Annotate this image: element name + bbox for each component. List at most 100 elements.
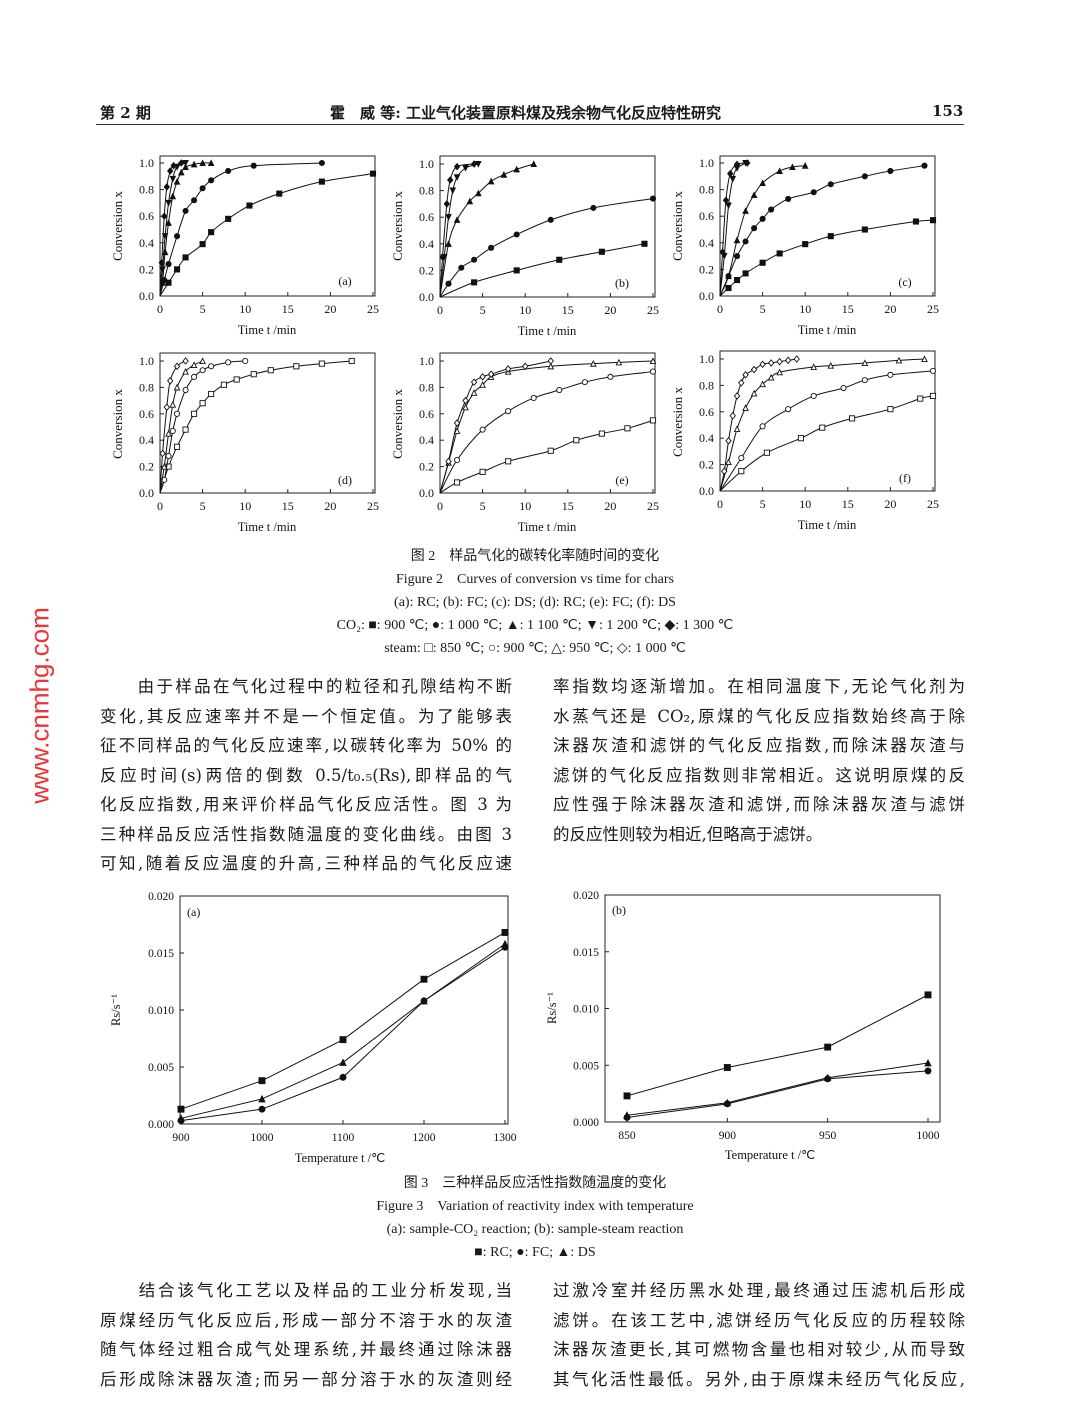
x-axis-label: Time t /min xyxy=(798,323,857,337)
circle-marker xyxy=(471,256,478,263)
diamond-marker xyxy=(159,449,166,458)
y-tick-label: 0.010 xyxy=(148,1005,174,1017)
text-line: 化反应指数,用来评价样品气化反应活性。图 3 为 xyxy=(100,795,512,814)
square-marker xyxy=(759,259,766,266)
x-tick-label: 5 xyxy=(760,302,766,316)
series-2 xyxy=(719,162,809,297)
y-tick-label: 1.0 xyxy=(139,354,154,368)
y-axis-label: Conversion x xyxy=(110,389,125,459)
square-marker xyxy=(624,425,631,432)
circle-marker xyxy=(339,1073,347,1081)
text-line: 率指数均逐渐增加。在相同温度下,无论气化剂为 xyxy=(553,677,965,696)
chart-panel-3: 0 5 10 15 20 25 0.0 0.2 0.4 0.6 0.8 1.0 Time t /min C… xyxy=(110,352,379,534)
y-tick-label: 0.8 xyxy=(699,378,714,392)
y-tick-label: 0.4 xyxy=(139,433,154,447)
y-axis-label: Rs/s⁻¹ xyxy=(545,992,559,1024)
triangle-marker xyxy=(547,362,555,370)
y-tick-label: 0.005 xyxy=(573,1060,599,1072)
diamond-marker xyxy=(733,160,741,169)
square-marker xyxy=(173,266,181,273)
circle-marker xyxy=(488,244,495,251)
square-marker xyxy=(573,437,580,444)
series-0 xyxy=(623,991,932,1100)
diamond-marker xyxy=(738,378,745,387)
square-marker xyxy=(182,426,189,433)
x-tick-label: 10 xyxy=(239,302,251,316)
square-marker xyxy=(318,360,325,367)
panel-label: (b) xyxy=(615,276,629,290)
triangle-marker xyxy=(453,216,461,223)
series-0 xyxy=(439,417,657,494)
triangle-marker xyxy=(733,425,741,433)
triangle-marker xyxy=(339,1058,347,1066)
y-tick-label: 0.6 xyxy=(699,209,714,223)
x-tick-label: 1000 xyxy=(917,1130,940,1142)
series-line xyxy=(439,163,479,298)
diamond-marker xyxy=(173,362,181,371)
plot-frame xyxy=(439,155,656,298)
y-axis-label: Conversion x xyxy=(390,389,405,459)
y-tick-label: 0.2 xyxy=(699,458,714,472)
header-rule xyxy=(96,124,964,125)
circle-marker xyxy=(173,410,181,417)
circle-marker xyxy=(751,225,758,232)
series-2 xyxy=(439,357,657,494)
triangle-marker xyxy=(182,367,189,375)
circle-marker xyxy=(556,386,563,394)
x-tick-label: 10 xyxy=(799,497,811,511)
series-1 xyxy=(177,943,509,1125)
series-4 xyxy=(719,159,751,297)
diamond-marker xyxy=(445,457,452,466)
series-line xyxy=(180,946,506,1122)
circle-marker xyxy=(887,167,894,175)
x-tick-label: 20 xyxy=(324,499,336,513)
circle-marker xyxy=(785,195,792,202)
figure2-caption-en: Figure 2 Curves of conversion vs time fo… xyxy=(396,572,674,587)
square-marker xyxy=(776,250,783,257)
square-marker xyxy=(887,406,894,413)
x-tick-label: 900 xyxy=(172,1132,190,1144)
square-marker xyxy=(501,929,509,936)
series-1 xyxy=(719,162,928,297)
circle-marker xyxy=(505,408,512,415)
y-tick-label: 0.2 xyxy=(699,262,714,276)
triangle-marker xyxy=(823,1073,832,1082)
chart-panel-7: 850 900 950 1000 0.000 0.005 0.010 0.015 0.020 Te… xyxy=(545,890,941,1162)
triangle-marker xyxy=(921,355,928,363)
series-1 xyxy=(439,368,657,494)
diamond-marker xyxy=(170,161,177,170)
x-tick-label: 0 xyxy=(717,497,723,511)
y-tick-label: 0.8 xyxy=(419,380,434,394)
triangle-marker xyxy=(530,160,538,168)
y-tick-label: 0.6 xyxy=(139,209,154,223)
series-0 xyxy=(719,217,937,297)
triangle-marker xyxy=(466,197,474,205)
x-tick-label: 0 xyxy=(717,302,723,316)
square-marker xyxy=(547,447,554,454)
circle-marker xyxy=(827,181,834,188)
triangle-marker xyxy=(895,356,903,364)
square-marker xyxy=(827,233,834,240)
triangle-marker xyxy=(615,358,623,366)
x-tick-label: 25 xyxy=(367,302,379,316)
circle-marker xyxy=(199,367,206,374)
circle-marker xyxy=(479,426,486,433)
square-marker xyxy=(649,417,657,424)
circle-marker xyxy=(649,368,657,375)
square-marker xyxy=(225,215,232,222)
x-tick-label: 1200 xyxy=(413,1132,436,1144)
running-title: 霍 威 等: 工业气化装置原料煤及残余物气化反应特性研究 xyxy=(330,104,721,122)
text-line: 随气体经过粗合成气处理系统,并最终通过除沫器 xyxy=(100,1340,512,1359)
watermark: www.cnmhg.com xyxy=(24,607,55,804)
x-tick-label: 15 xyxy=(842,302,854,316)
series-line xyxy=(159,360,352,494)
x-tick-label: 20 xyxy=(324,302,336,316)
y-axis-label: Conversion x xyxy=(670,191,685,261)
diamond-marker xyxy=(161,212,168,221)
y-tick-label: 0.4 xyxy=(139,236,154,250)
figure3-caption-en: Figure 3 Variation of reactivity index w… xyxy=(376,1199,694,1214)
x-tick-label: 20 xyxy=(604,499,616,513)
text-line: 滤饼。在该工艺中,滤饼经历气化反应的历程较除 xyxy=(553,1310,965,1330)
figure2-co2-legend: CO₂: ■: 900 ℃; ●: 1 000 ℃; ▲: 1 100 ℃; ▼… xyxy=(336,618,734,633)
